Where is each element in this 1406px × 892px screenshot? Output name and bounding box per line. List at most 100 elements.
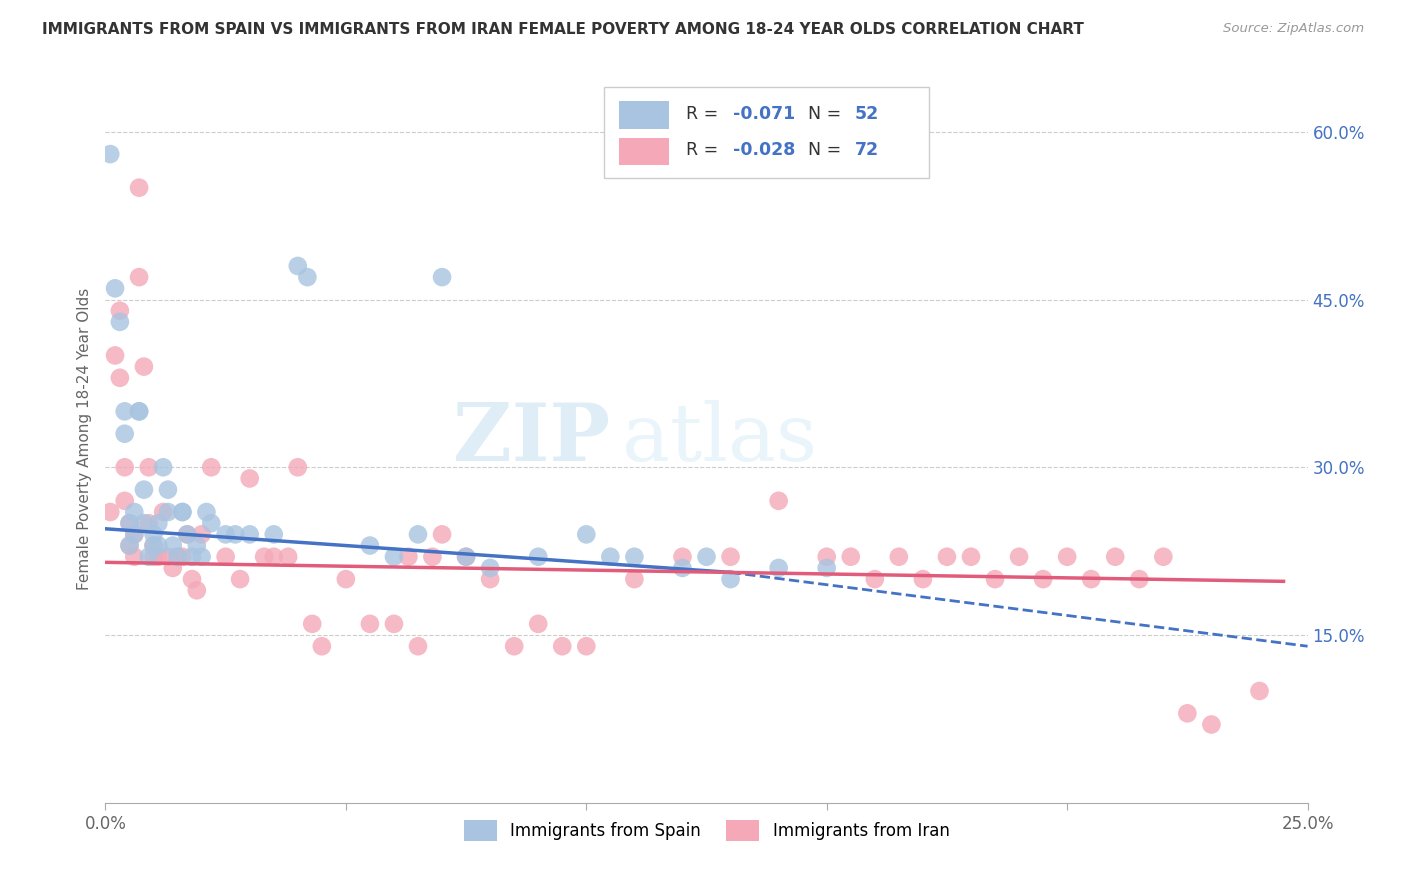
Text: IMMIGRANTS FROM SPAIN VS IMMIGRANTS FROM IRAN FEMALE POVERTY AMONG 18-24 YEAR OL: IMMIGRANTS FROM SPAIN VS IMMIGRANTS FROM… (42, 22, 1084, 37)
Point (118, 516, 141, 531)
Point (114, 493, 136, 508)
Point (166, 549, 188, 564)
Point (132, 516, 155, 531)
Point (815, 561, 838, 575)
Point (142, 527, 165, 541)
Point (156, 505, 179, 519)
Point (98, 147, 121, 161)
Point (503, 639, 526, 653)
Point (768, 561, 790, 575)
Point (156, 549, 179, 564)
Point (720, 549, 742, 564)
Point (1152, 549, 1174, 564)
Text: 72: 72 (855, 141, 879, 159)
Point (551, 639, 574, 653)
Point (1008, 549, 1031, 564)
Point (1177, 706, 1199, 721)
Text: R =: R = (686, 104, 724, 122)
Point (200, 516, 222, 531)
Point (114, 460, 136, 475)
Point (301, 616, 323, 631)
Point (98, 505, 121, 519)
Point (671, 549, 693, 564)
Point (1080, 572, 1102, 586)
Point (984, 572, 1007, 586)
Point (936, 549, 959, 564)
Point (456, 549, 478, 564)
Point (406, 527, 429, 541)
Point (277, 549, 299, 564)
Point (396, 549, 419, 564)
Point (162, 539, 184, 553)
Point (297, 270, 319, 285)
Point (128, 270, 150, 285)
FancyBboxPatch shape (619, 102, 669, 128)
Point (104, 281, 127, 295)
Point (479, 561, 502, 575)
Point (815, 549, 838, 564)
Point (263, 527, 285, 541)
Point (152, 460, 174, 475)
Text: -0.071: -0.071 (733, 104, 796, 122)
Point (181, 572, 204, 586)
Point (114, 426, 136, 441)
Point (152, 505, 174, 519)
Point (142, 539, 165, 553)
FancyBboxPatch shape (619, 137, 669, 165)
Point (696, 549, 718, 564)
Point (156, 483, 179, 497)
Point (142, 549, 165, 564)
Point (479, 572, 502, 586)
Point (142, 539, 165, 553)
Point (108, 315, 131, 329)
Legend: Immigrants from Spain, Immigrants from Iran: Immigrants from Spain, Immigrants from I… (456, 812, 957, 849)
Point (1032, 572, 1054, 586)
Point (104, 348, 127, 362)
Point (128, 404, 150, 418)
Point (148, 539, 170, 553)
Point (190, 549, 212, 564)
Text: N =: N = (797, 104, 846, 122)
Text: R =: R = (686, 141, 724, 159)
Point (623, 549, 645, 564)
Point (335, 572, 357, 586)
Point (229, 572, 252, 586)
Point (263, 549, 285, 564)
FancyBboxPatch shape (605, 87, 929, 178)
Point (575, 639, 598, 653)
Point (671, 561, 693, 575)
Point (430, 270, 453, 285)
Point (124, 527, 146, 541)
Point (623, 572, 645, 586)
Point (148, 516, 170, 531)
Text: -0.028: -0.028 (733, 141, 796, 159)
Point (214, 549, 236, 564)
Point (382, 549, 405, 564)
Y-axis label: Female Poverty Among 18-24 Year Olds: Female Poverty Among 18-24 Year Olds (76, 288, 91, 591)
Point (108, 303, 131, 318)
Point (190, 527, 212, 541)
Point (1249, 684, 1271, 698)
Point (200, 460, 222, 475)
Point (128, 404, 150, 418)
Point (382, 616, 405, 631)
Point (287, 460, 309, 475)
Point (132, 483, 155, 497)
Point (406, 639, 429, 653)
Point (186, 583, 208, 598)
Point (224, 527, 246, 541)
Point (239, 471, 262, 485)
Text: Source: ZipAtlas.com: Source: ZipAtlas.com (1223, 22, 1364, 36)
Point (108, 371, 131, 385)
Point (124, 505, 146, 519)
Point (124, 549, 146, 564)
Point (118, 539, 141, 553)
Point (253, 549, 276, 564)
Point (311, 639, 333, 653)
Point (124, 527, 146, 541)
Point (166, 549, 188, 564)
Point (456, 549, 478, 564)
Point (162, 561, 184, 575)
Point (863, 572, 886, 586)
Point (1201, 717, 1223, 731)
